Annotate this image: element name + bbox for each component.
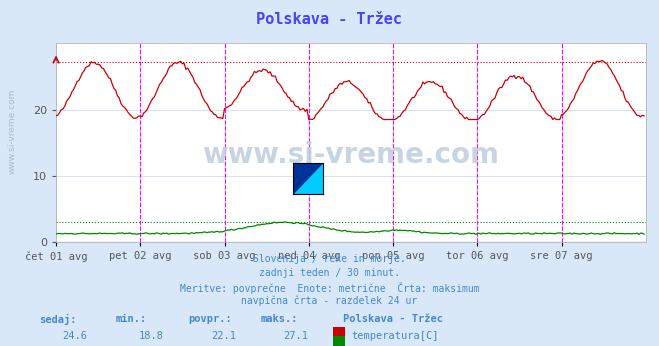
Text: www.si-vreme.com: www.si-vreme.com <box>8 89 17 174</box>
Text: temperatura[C]: temperatura[C] <box>351 331 439 341</box>
Text: Polskava - Tržec: Polskava - Tržec <box>343 314 443 324</box>
Text: Meritve: povprečne  Enote: metrične  Črta: maksimum: Meritve: povprečne Enote: metrične Črta:… <box>180 282 479 294</box>
Text: www.si-vreme.com: www.si-vreme.com <box>202 141 500 169</box>
Polygon shape <box>293 163 323 194</box>
Text: maks.:: maks.: <box>260 314 298 324</box>
Text: 27.1: 27.1 <box>283 331 308 341</box>
Text: Slovenija / reke in morje.: Slovenija / reke in morje. <box>253 254 406 264</box>
Polygon shape <box>293 163 323 194</box>
Text: povpr.:: povpr.: <box>188 314 231 324</box>
Text: Polskava - Tržec: Polskava - Tržec <box>256 12 403 27</box>
Text: navpična črta - razdelek 24 ur: navpična črta - razdelek 24 ur <box>241 296 418 306</box>
Text: zadnji teden / 30 minut.: zadnji teden / 30 minut. <box>259 268 400 278</box>
Text: min.:: min.: <box>115 314 146 324</box>
Text: 24.6: 24.6 <box>63 331 88 341</box>
Text: sedaj:: sedaj: <box>40 314 77 325</box>
Text: 18.8: 18.8 <box>138 331 163 341</box>
Text: 22.1: 22.1 <box>211 331 236 341</box>
